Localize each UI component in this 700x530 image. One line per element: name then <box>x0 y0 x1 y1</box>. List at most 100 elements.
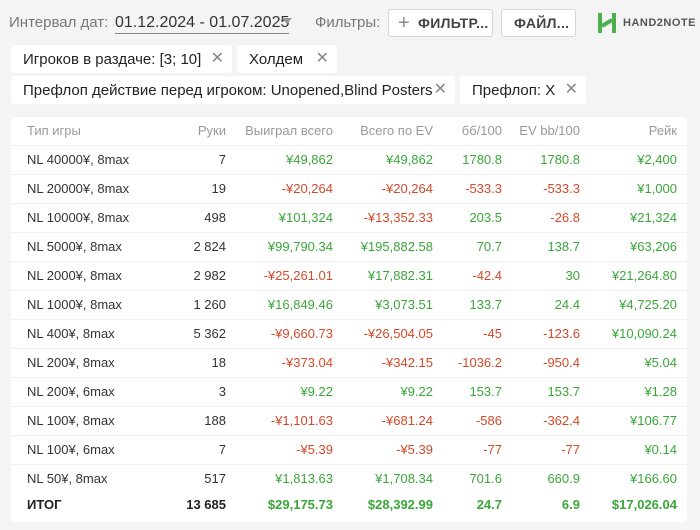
stats-table: Тип игры Руки Выиграл всего Всего по EV … <box>11 117 687 515</box>
table-cell: NL 200¥, 8max <box>11 347 166 377</box>
table-cell: ¥195,882.58 <box>343 231 443 261</box>
filter-chip-preflop-action[interactable]: Префлоп действие перед игроком: Unopened… <box>11 76 455 104</box>
logo-text: HAND2NOTE <box>623 17 696 29</box>
table-cell: ¥16,849.46 <box>236 289 343 319</box>
filter-chip-label: Игроков в раздаче: [3; 10] <box>23 50 202 68</box>
table-cell: ¥49,862 <box>236 144 343 174</box>
table-cell: NL 400¥, 8max <box>11 318 166 348</box>
table-cell: ¥9.22 <box>343 376 443 406</box>
table-cell: NL 100¥, 8max <box>11 405 166 435</box>
table-cell: 5 362 <box>166 318 236 348</box>
table-cell: -77 <box>512 434 590 464</box>
interval-label: Интервал дат: <box>9 14 109 31</box>
table-cell: 498 <box>166 202 236 232</box>
total-cell: 6.9 <box>561 496 580 512</box>
table-cell: ¥21,324 <box>590 202 687 232</box>
top-bar: Интервал дат: 01.12.2024 - 01.07.2025 Фи… <box>0 0 700 44</box>
table-cell: ¥2,400 <box>590 144 687 174</box>
table-row[interactable]: NL 1000¥, 8max 1 260 ¥16,849.46 ¥3,073.51 13… <box>11 289 687 319</box>
table-cell: -¥5.39 <box>343 434 443 464</box>
table-cell: 660.9 <box>512 463 590 493</box>
close-icon[interactable]: ✕ <box>564 81 578 98</box>
table-cell: -26.8 <box>512 202 590 232</box>
date-interval-select[interactable]: 01.12.2024 - 01.07.2025 <box>115 13 290 34</box>
table-row[interactable]: NL 200¥, 6max 3 ¥9.22 ¥9.22 153.7 153.7 ¥1.28 <box>11 376 687 406</box>
table-cell: 203.5 <box>443 202 512 232</box>
total-row: ИТОГ 13 685 $29,175.73 $28,392.99 24.7 6… <box>11 493 687 515</box>
table-cell: -123.6 <box>512 318 590 348</box>
table-cell: NL 2000¥, 8max <box>11 260 166 290</box>
file-button[interactable]: ФАЙЛ... <box>501 9 576 37</box>
table-cell: -77 <box>443 434 512 464</box>
table-cell: 1780.8 <box>443 144 512 174</box>
table-cell: ¥106.77 <box>590 405 687 435</box>
table-cell: 19 <box>166 173 236 203</box>
column-header[interactable]: Выиграл всего <box>245 123 333 139</box>
table-cell: -¥5.39 <box>236 434 343 464</box>
table-cell: ¥3,073.51 <box>343 289 443 319</box>
table-row[interactable]: NL 5000¥, 8max 2 824 ¥99,790.34 ¥195,882.58… <box>11 231 687 261</box>
file-button-label: ФАЙЛ... <box>514 15 570 31</box>
table-cell: 70.7 <box>443 231 512 261</box>
add-filter-button[interactable]: + ФИЛЬТР... <box>388 9 493 37</box>
total-cell: 13 685 <box>186 496 226 512</box>
table-row[interactable]: NL 2000¥, 8max 2 982 -¥25,261.01 ¥17,882.31… <box>11 260 687 290</box>
total-cell: ИТОГ <box>27 496 62 512</box>
close-icon[interactable]: ✕ <box>315 50 329 67</box>
table-row[interactable]: NL 400¥, 8max 5 362 -¥9,660.73 -¥26,504.05-… <box>11 318 687 348</box>
table-cell: 7 <box>166 144 236 174</box>
table-cell: ¥49,862 <box>343 144 443 174</box>
filter-chip-preflop[interactable]: Префлоп: X ✕ <box>460 76 586 104</box>
column-header[interactable]: Руки <box>197 123 226 139</box>
table-cell: -45 <box>443 318 512 348</box>
column-header[interactable]: Всего по EV <box>360 123 433 139</box>
close-icon[interactable]: ✕ <box>433 81 447 98</box>
table-row[interactable]: NL 20000¥, 8max 19 -¥20,264 -¥20,264 -533.3-… <box>11 173 687 203</box>
column-header[interactable]: Тип игры <box>27 123 81 139</box>
filters-label: Фильтры: <box>315 14 381 31</box>
filter-chip-label: Холдем <box>249 50 304 68</box>
table-row[interactable]: NL 10000¥, 8max 498 ¥101,324 -¥13,352.33 203… <box>11 202 687 232</box>
table-cell: 1780.8 <box>512 144 590 174</box>
table-row[interactable]: NL 50¥, 8max 517 ¥1,813.63 ¥1,708.34 701.6 66… <box>11 463 687 493</box>
table-cell: NL 100¥, 6max <box>11 434 166 464</box>
table-cell: -586 <box>443 405 512 435</box>
column-header[interactable]: Рейк <box>648 123 677 139</box>
caret-down-icon[interactable] <box>282 18 292 24</box>
table-cell: -¥13,352.33 <box>343 202 443 232</box>
table-cell: NL 50¥, 8max <box>11 463 166 493</box>
table-cell: -¥25,261.01 <box>236 260 343 290</box>
table-row[interactable]: NL 200¥, 8max 18 -¥373.04 -¥342.15 -1036.2 -9… <box>11 347 687 377</box>
table-row[interactable]: NL 100¥, 8max 188 -¥1,101.63 -¥681.24 -586 -3… <box>11 405 687 435</box>
table-cell: 3 <box>166 376 236 406</box>
table-cell: ¥1.28 <box>590 376 687 406</box>
table-cell: NL 200¥, 6max <box>11 376 166 406</box>
table-cell: 1 260 <box>166 289 236 319</box>
table-cell: ¥99,790.34 <box>236 231 343 261</box>
table-cell: ¥1,708.34 <box>343 463 443 493</box>
filter-chip-holdem[interactable]: Холдем ✕ <box>237 45 337 73</box>
column-header[interactable]: бб/100 <box>461 123 502 139</box>
table-cell: 7 <box>166 434 236 464</box>
table-cell: NL 1000¥, 8max <box>11 289 166 319</box>
total-cell: 24.7 <box>476 496 502 512</box>
table-row[interactable]: NL 40000¥, 8max 7 ¥49,862 ¥49,862 1780.8 1780… <box>11 144 687 174</box>
column-header[interactable]: EV bb/100 <box>519 123 580 139</box>
table-cell: -¥9,660.73 <box>236 318 343 348</box>
close-icon[interactable]: ✕ <box>210 50 224 67</box>
filter-chip-players[interactable]: Игроков в раздаче: [3; 10] ✕ <box>11 45 232 73</box>
table-cell: ¥1,000 <box>590 173 687 203</box>
table-cell: 188 <box>166 405 236 435</box>
table-cell: 30 <box>512 260 590 290</box>
table-cell: ¥1,813.63 <box>236 463 343 493</box>
table-row[interactable]: NL 100¥, 6max 7 -¥5.39 -¥5.39 -77 -77 ¥0.14 <box>11 434 687 464</box>
table-cell: -¥26,504.05 <box>343 318 443 348</box>
table-cell: NL 40000¥, 8max <box>11 144 166 174</box>
table-cell: ¥9.22 <box>236 376 343 406</box>
table-cell: -¥20,264 <box>343 173 443 203</box>
table-cell: 153.7 <box>443 376 512 406</box>
add-filter-label: ФИЛЬТР... <box>417 15 489 31</box>
table-cell: -533.3 <box>512 173 590 203</box>
table-cell: 24.4 <box>512 289 590 319</box>
table-cell: 701.6 <box>443 463 512 493</box>
